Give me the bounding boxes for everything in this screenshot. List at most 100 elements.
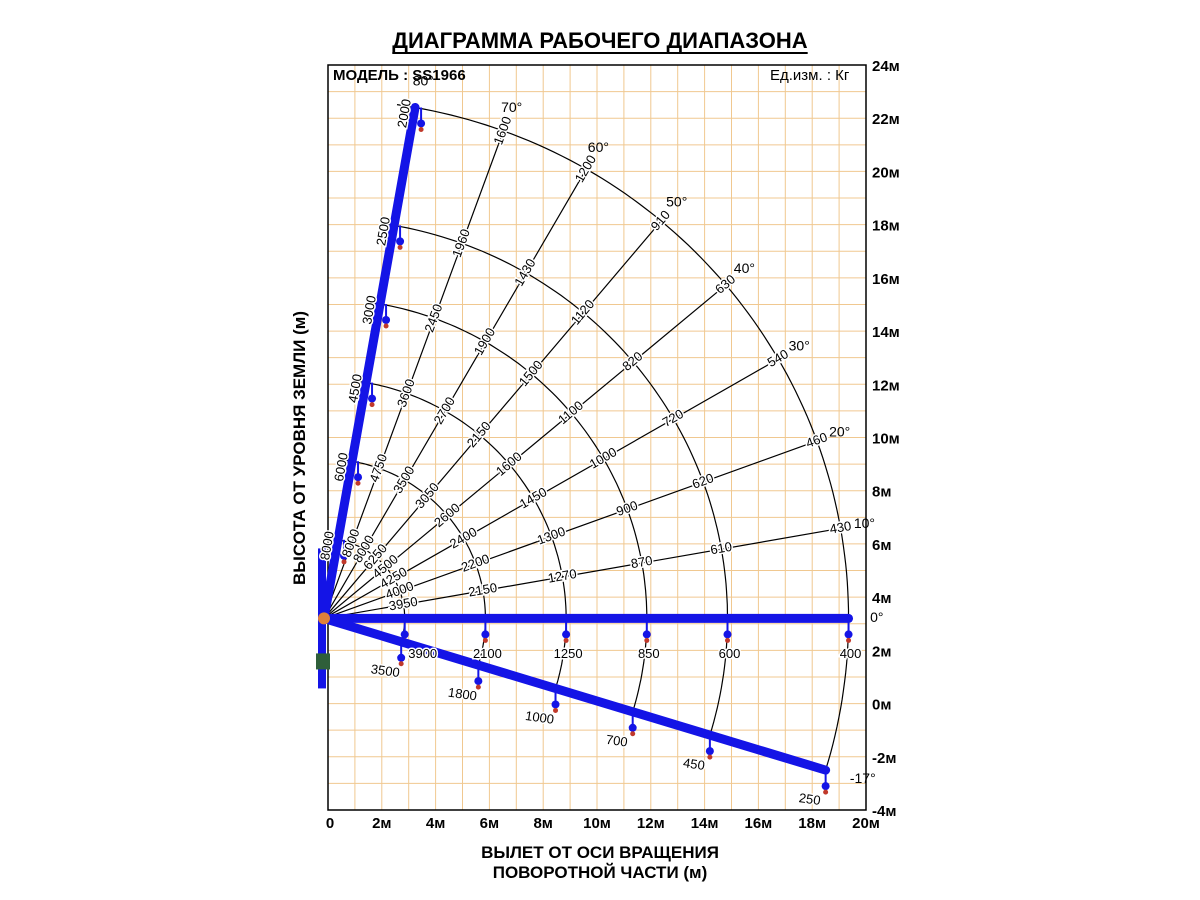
boom-80 [319, 102, 420, 623]
hook-tip [341, 559, 347, 565]
y-tick-label: 8м [872, 484, 891, 501]
hook-block [844, 630, 853, 639]
hook-block [417, 119, 426, 128]
hook-tip [369, 402, 375, 408]
hook-block [821, 782, 830, 791]
y-tick-label: 16м [872, 271, 900, 288]
load-label: 2500 [373, 216, 393, 247]
angle-label: 10° [854, 515, 875, 531]
load-label: 1430 [511, 256, 538, 289]
angle-ray [323, 284, 727, 619]
angle-label: -17° [850, 770, 876, 786]
hook-tip [482, 637, 488, 643]
x-axis-label: ВЫЛЕТ ОТ ОСИ ВРАЩЕНИЯ ПОВОРОТНОЙ ЧАСТИ (… [400, 843, 800, 883]
load-label: 1900 [471, 325, 498, 358]
y-tick-label: 18м [872, 218, 900, 235]
load-label: 600 [719, 646, 741, 661]
load-label: 3950 [388, 594, 419, 614]
crane-base [316, 653, 330, 670]
x-tick-label: 10м [583, 815, 611, 832]
hook-block [474, 677, 483, 686]
load-label: 2400 [447, 524, 480, 551]
angle-ray [323, 440, 818, 619]
angle-label: 20° [829, 423, 850, 439]
hook-block [642, 630, 651, 639]
hook-tip [355, 480, 361, 486]
angle-label: 80° [413, 73, 434, 89]
angle-label: 30° [789, 338, 810, 354]
load-label: 1270 [547, 566, 578, 586]
load-label: 250 [798, 790, 822, 808]
load-label: 870 [630, 553, 654, 572]
angle-labels: 80° 70° 60° 50° 40° 30° 20° 10° 0° -17° [413, 73, 884, 786]
plot-border [327, 64, 867, 811]
x-axis-label-line2: ПОВОРОТНОЙ ЧАСТИ (м) [492, 863, 708, 882]
angle-label: 50° [666, 193, 687, 209]
x-tick-label: 16м [745, 815, 773, 832]
load-label: 3500 [370, 661, 401, 680]
load-label: 2000 [394, 98, 414, 129]
load-label: 1960 [449, 227, 473, 259]
hook-tip [644, 637, 650, 643]
hook-tip [707, 754, 713, 760]
load-label: 900 [614, 497, 640, 519]
load-label: 6000 [331, 451, 351, 482]
hook-block [354, 473, 363, 482]
boom--17 [319, 613, 831, 775]
hook-block [400, 630, 409, 639]
grid [327, 64, 867, 811]
y-tick-label: 22м [872, 111, 900, 128]
hook-tip [725, 637, 730, 643]
y-tick-label: 0м [872, 697, 891, 714]
load-label: 700 [605, 732, 629, 750]
load-label: 450 [682, 755, 706, 773]
y-tick-labels: 24м 22м 20м 18м 16м 14м 12м 10м 8м 6м 4м 2м 0м -2м -4м [872, 58, 900, 820]
x-tick-label: 6м [480, 815, 499, 832]
load-label: 2100 [473, 646, 502, 661]
angle-ray [323, 168, 587, 619]
load-label: 1200 [572, 152, 599, 185]
units-label: Ед.изм. : Кг [770, 67, 850, 84]
boom-pivot [318, 612, 330, 625]
hook-block [481, 630, 490, 639]
x-tick-labels: 0 2м 4м 6м 8м 10м 12м 14м 16м 18м 20м [326, 815, 880, 832]
y-tick-label: -2м [872, 750, 896, 767]
load-label: 4500 [345, 373, 365, 404]
angle-ray [323, 358, 779, 619]
load-label: 430 [828, 518, 852, 537]
hook-block [397, 653, 406, 662]
load-label: 3600 [394, 377, 418, 409]
angle-label: 40° [734, 260, 755, 276]
y-tick-label: 4м [872, 590, 891, 607]
y-tick-label: -4м [872, 803, 896, 820]
x-tick-label: 0 [326, 815, 334, 832]
hook-block [551, 700, 560, 709]
load-label: 8000 [317, 530, 337, 561]
angle-rays [323, 130, 841, 620]
hook-tip [846, 637, 852, 643]
x-tick-label: 4м [426, 815, 445, 832]
load-label: 460 [804, 429, 830, 451]
load-label: 1000 [587, 444, 620, 471]
load-label: 1250 [554, 646, 583, 661]
hook-tip [475, 684, 481, 690]
model-label: МОДЕЛЬ : SS1966 [333, 67, 466, 84]
load-label: 1800 [447, 685, 478, 704]
x-tick-label: 12м [637, 815, 665, 832]
load-label: 620 [690, 470, 716, 492]
load-label: 720 [660, 406, 686, 430]
load-label: 3900 [408, 646, 437, 661]
hook-tip [563, 637, 569, 643]
angle-label: 60° [588, 139, 609, 155]
load-label: 2200 [459, 551, 491, 575]
load-label: 540 [765, 346, 791, 370]
load-label: 1600 [490, 114, 514, 146]
load-label: 4750 [366, 452, 390, 484]
boom-positions [316, 102, 854, 795]
angle-ray [323, 220, 662, 619]
hook-tip [398, 661, 404, 667]
y-tick-label: 10м [872, 431, 900, 448]
hook-block [340, 551, 349, 560]
angle-label: 70° [501, 99, 522, 115]
